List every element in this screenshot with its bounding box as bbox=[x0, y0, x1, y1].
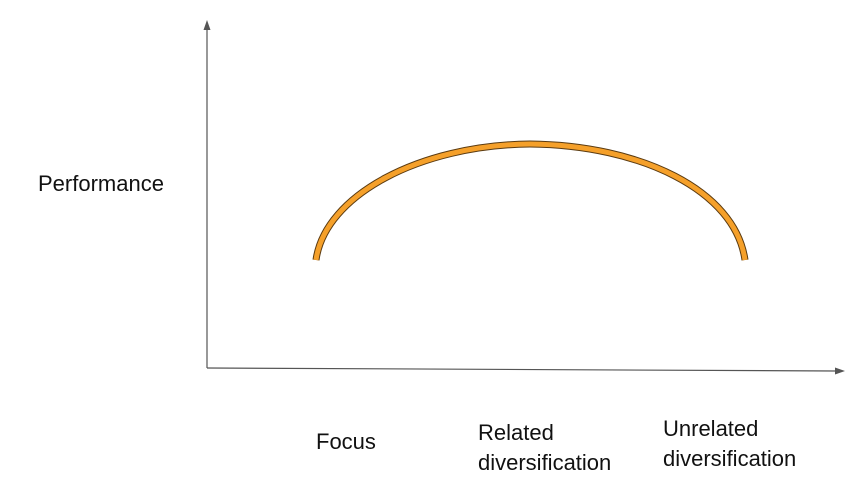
y-axis-arrow-icon bbox=[203, 20, 211, 30]
x-label-unrelated-line-2: diversification bbox=[663, 446, 797, 471]
y-axis-label: Performance bbox=[38, 171, 164, 196]
performance-curve bbox=[313, 141, 748, 261]
x-axis bbox=[206, 367, 837, 372]
x-label-focus: Focus bbox=[316, 427, 376, 457]
x-label-related-line-1: Related bbox=[478, 420, 554, 445]
x-label-related-diversification: Related diversification bbox=[478, 418, 611, 478]
performance-curve-outline bbox=[312, 140, 749, 261]
x-label-unrelated-diversification: Unrelated diversification bbox=[663, 414, 796, 474]
x-label-related-line-2: diversification bbox=[478, 450, 612, 475]
x-label-focus-line-1: Focus bbox=[316, 429, 376, 454]
x-axis-arrow-icon bbox=[835, 367, 845, 375]
x-label-unrelated-line-1: Unrelated bbox=[663, 416, 759, 441]
